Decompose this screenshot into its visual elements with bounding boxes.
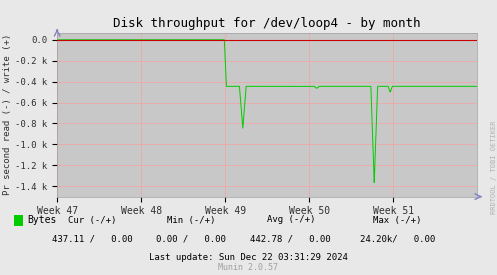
Text: Munin 2.0.57: Munin 2.0.57: [219, 263, 278, 272]
Text: Last update: Sun Dec 22 03:31:29 2024: Last update: Sun Dec 22 03:31:29 2024: [149, 253, 348, 262]
Text: Avg (-/+): Avg (-/+): [266, 216, 315, 224]
Text: Min (-/+): Min (-/+): [167, 216, 216, 224]
Text: Bytes: Bytes: [27, 215, 56, 225]
Text: Max (-/+): Max (-/+): [373, 216, 422, 224]
Text: 442.78 /   0.00: 442.78 / 0.00: [250, 235, 331, 244]
Text: 437.11 /   0.00: 437.11 / 0.00: [52, 235, 132, 244]
Text: Cur (-/+): Cur (-/+): [68, 216, 116, 224]
Title: Disk throughput for /dev/loop4 - by month: Disk throughput for /dev/loop4 - by mont…: [113, 17, 421, 31]
Y-axis label: Pr second read (-) / write (+): Pr second read (-) / write (+): [3, 34, 12, 196]
Text: 24.20k/   0.00: 24.20k/ 0.00: [360, 235, 435, 244]
Text: RRDTOOL / TOBI OETIKER: RRDTOOL / TOBI OETIKER: [491, 121, 497, 214]
Text: 0.00 /   0.00: 0.00 / 0.00: [157, 235, 226, 244]
